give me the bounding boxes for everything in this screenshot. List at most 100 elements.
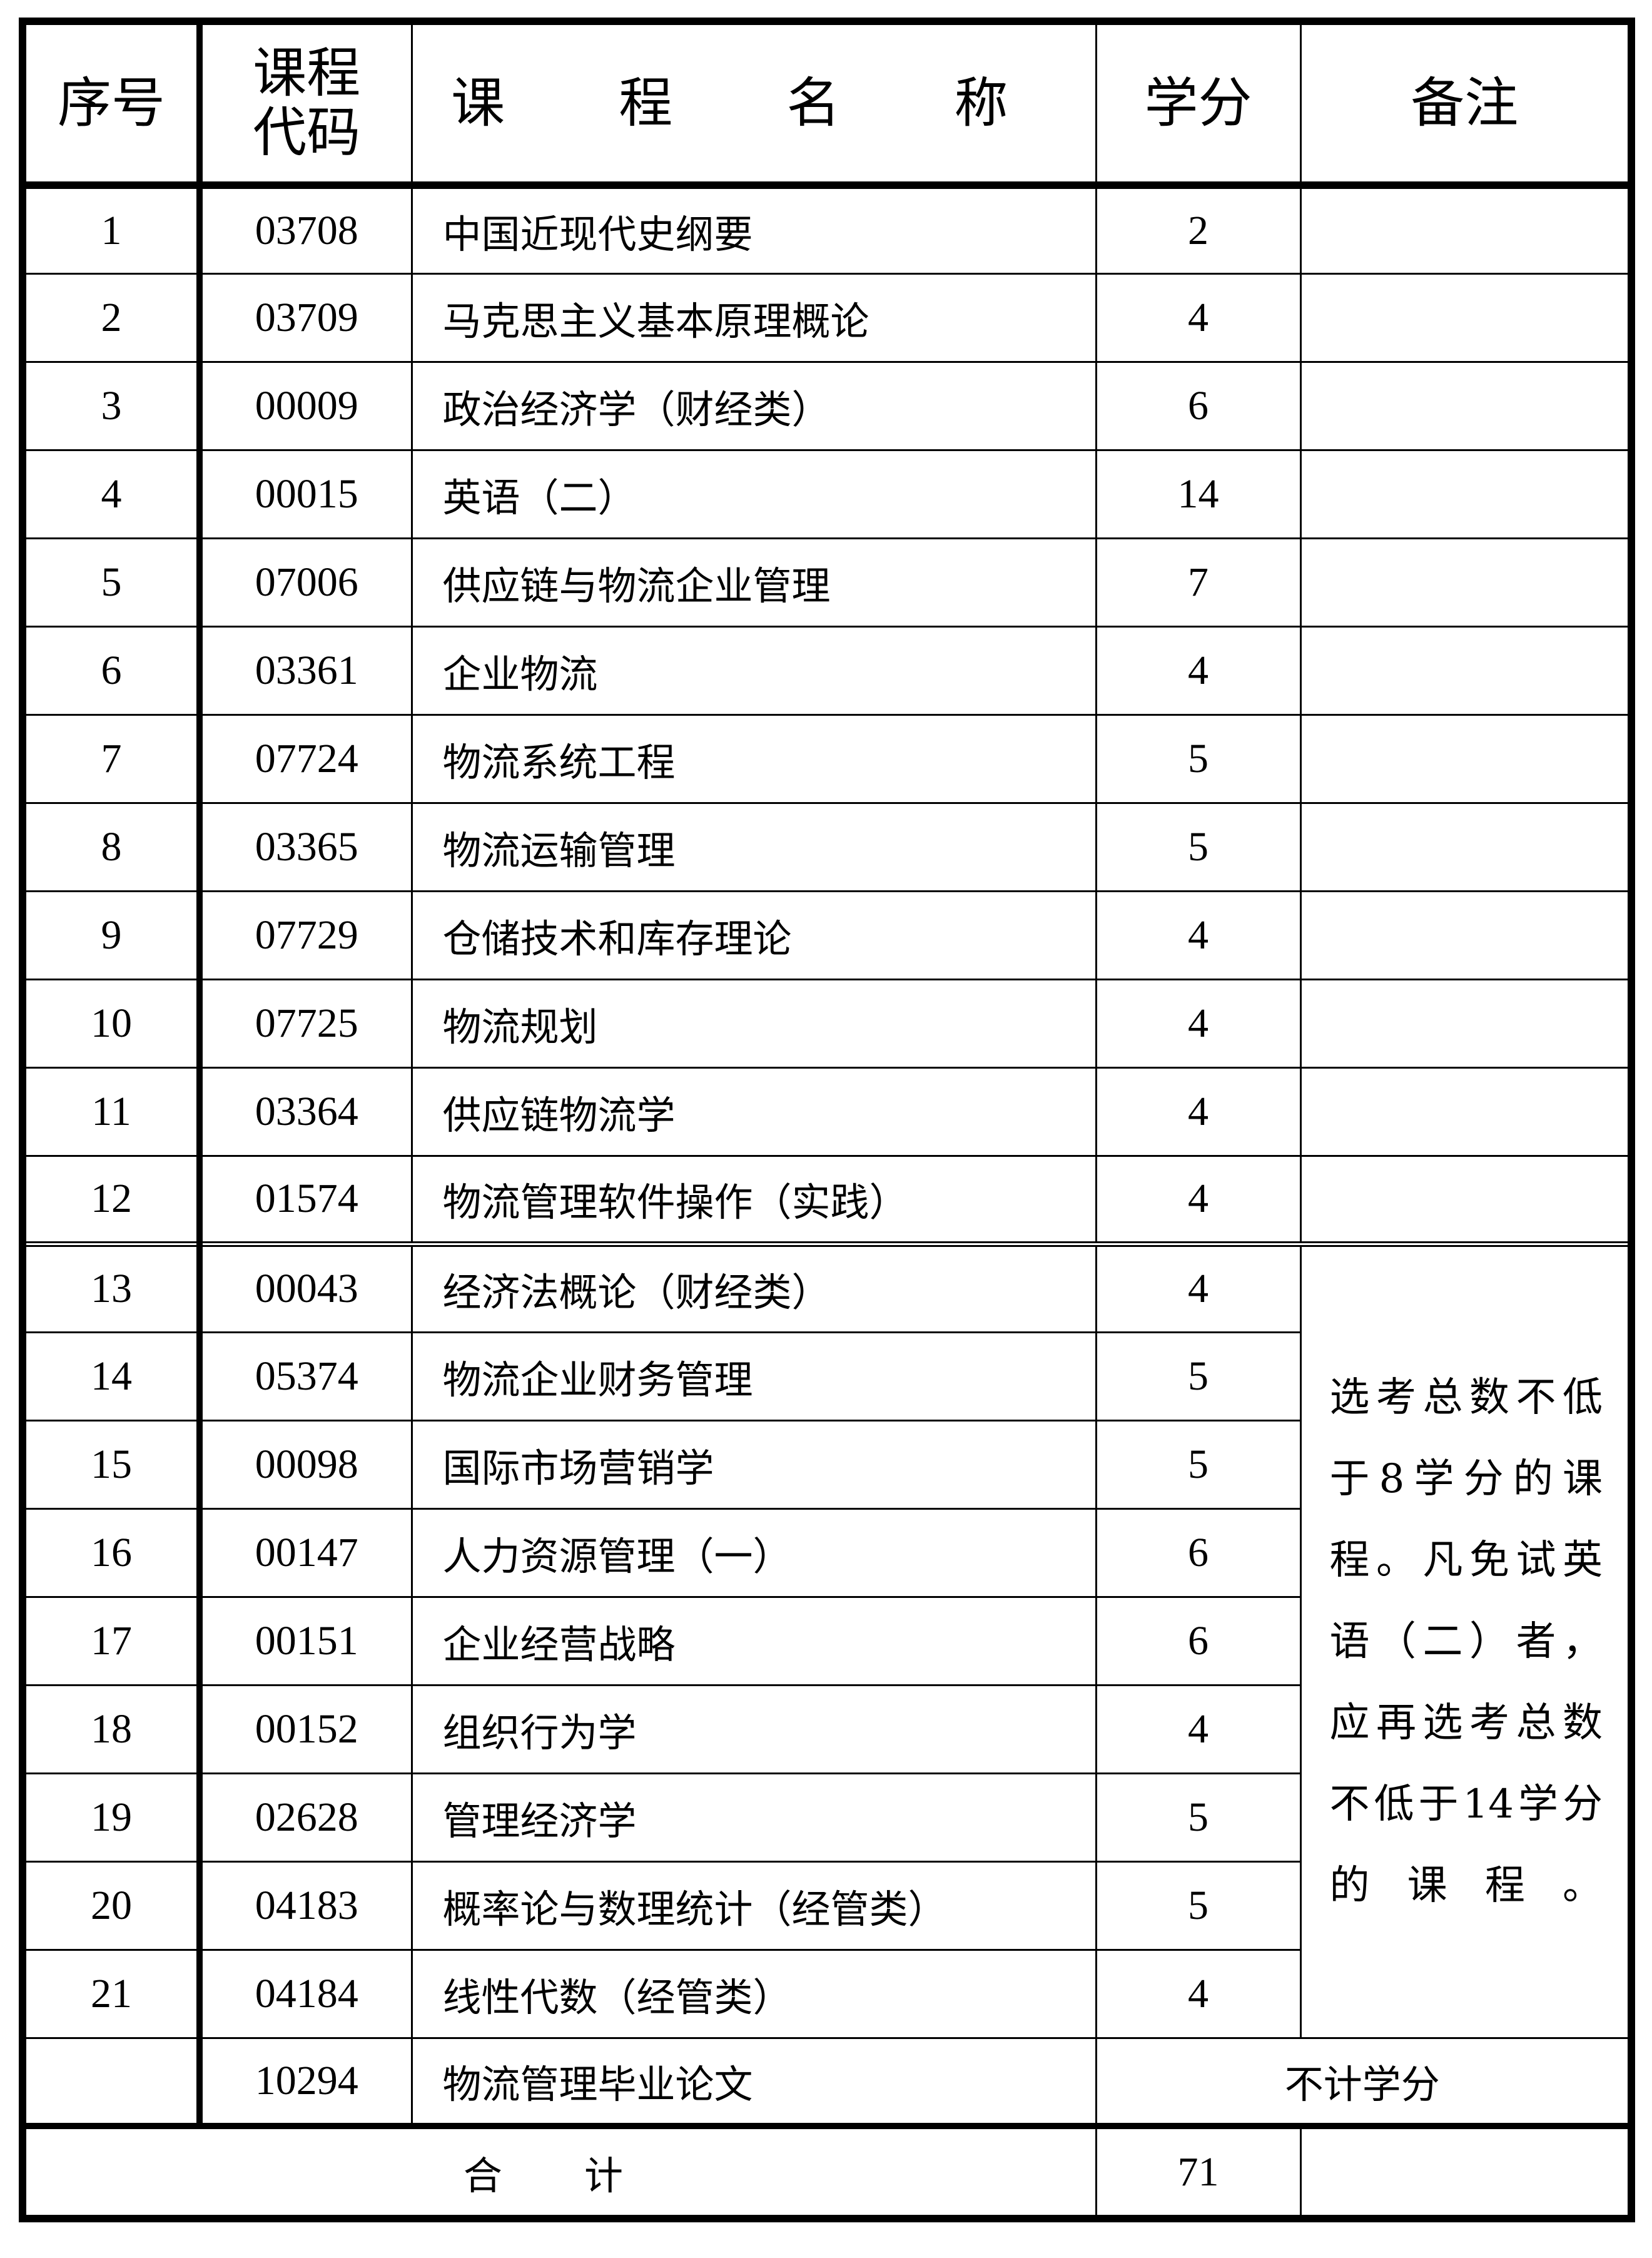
header-note: 备注 (1299, 20, 1633, 189)
name-cell: 供应链物流学 (410, 1066, 1097, 1157)
header-credit: 学分 (1095, 20, 1302, 189)
table-row: 13 00043 经济法概论（财经类） 4 选考总数不低于8学分的课程。凡免试英语… (21, 1243, 1633, 2039)
code-cell: 00043 (198, 1243, 413, 1333)
table-row: 2 03709 马克思主义基本原理概论 4 (21, 272, 1633, 363)
name-cell: 仓储技术和库存理论 (410, 890, 1097, 980)
credit-cell: 7 (1095, 537, 1302, 628)
table-row: 15 00098 国际市场营销学 5 (21, 1419, 1631, 1510)
seq-cell: 1 (21, 184, 203, 275)
code-cell: 10294 (198, 2037, 413, 2127)
credit-note-cell: 不计学分 (1095, 2037, 1633, 2127)
total-label: 合 计 (21, 2123, 1097, 2220)
name-cell: 物流管理软件操作（实践） (410, 1154, 1097, 1247)
code-cell: 07724 (198, 713, 413, 804)
seq-cell: 9 (21, 890, 203, 980)
table-row: 7 07724 物流系统工程 5 (21, 713, 1633, 804)
code-cell: 03364 (198, 1066, 413, 1157)
table-row: 10 07725 物流规划 4 (21, 978, 1633, 1069)
total-credit: 71 (1095, 2123, 1302, 2220)
name-cell: 物流系统工程 (410, 713, 1097, 804)
note-cell (1299, 890, 1633, 980)
code-cell: 03708 (198, 184, 413, 275)
credit-cell: 2 (1095, 184, 1302, 275)
code-cell: 07006 (198, 537, 413, 628)
credit-cell: 4 (1095, 890, 1302, 980)
name-cell: 物流规划 (410, 978, 1097, 1069)
name-cell: 马克思主义基本原理概论 (410, 272, 1097, 363)
table-row: 16 00147 人力资源管理（一） 6 (21, 1507, 1631, 1598)
credit-cell: 5 (1095, 801, 1302, 892)
seq-cell: 3 (21, 360, 203, 451)
table-row: 20 04183 概率论与数理统计（经管类） 5 (21, 1860, 1631, 1951)
note-cell (1299, 184, 1633, 275)
code-cell: 00009 (198, 360, 413, 451)
table-row: 21 04184 线性代数（经管类） 4 (21, 1948, 1631, 2039)
seq-cell: 21 (21, 1948, 203, 2039)
code-cell: 04184 (198, 1948, 413, 2039)
name-cell: 线性代数（经管类） (410, 1948, 1097, 2039)
credit-cell: 6 (1095, 360, 1302, 451)
seq-cell: 4 (21, 449, 203, 539)
seq-cell: 18 (21, 1684, 203, 1774)
code-cell: 01574 (198, 1154, 413, 1247)
table-row: 14 05374 物流企业财务管理 5 (21, 1331, 1631, 1421)
name-cell: 中国近现代史纲要 (410, 184, 1097, 275)
seq-cell: 5 (21, 537, 203, 628)
credit-cell: 5 (1095, 1331, 1302, 1421)
code-cell: 00147 (198, 1507, 413, 1598)
seq-cell: 7 (21, 713, 203, 804)
note-cell (1299, 625, 1633, 716)
code-cell: 03709 (198, 272, 413, 363)
code-cell: 07729 (198, 890, 413, 980)
table-row: 11 03364 供应链物流学 4 (21, 1066, 1633, 1157)
note-cell (1299, 360, 1633, 451)
name-cell: 国际市场营销学 (410, 1419, 1097, 1510)
credit-cell: 4 (1095, 625, 1302, 716)
name-cell: 物流管理毕业论文 (410, 2037, 1097, 2127)
name-cell: 企业经营战略 (410, 1595, 1097, 1686)
name-cell: 物流企业财务管理 (410, 1331, 1097, 1421)
name-cell: 管理经济学 (410, 1772, 1097, 1863)
header-code-text: 课程代码 (253, 42, 361, 164)
code-cell: 05374 (198, 1331, 413, 1421)
code-cell: 03365 (198, 801, 413, 892)
credit-cell: 6 (1095, 1595, 1302, 1686)
note-cell (1299, 1066, 1633, 1157)
code-cell: 07725 (198, 978, 413, 1069)
seq-cell: 12 (21, 1154, 203, 1247)
credit-cell: 5 (1095, 1419, 1302, 1510)
credit-cell: 5 (1095, 1772, 1302, 1863)
seq-cell: 2 (21, 272, 203, 363)
note-cell (1299, 537, 1633, 628)
elective-note: 选考总数不低于8学分的课程。凡免试英语（二）者，应再选考总数不低于14学分的课程… (1299, 1243, 1633, 2039)
seq-cell: 11 (21, 1066, 203, 1157)
code-cell: 02628 (198, 1772, 413, 1863)
name-cell: 经济法概论（财经类） (410, 1243, 1097, 1333)
credit-cell: 5 (1095, 713, 1302, 804)
code-cell: 04183 (198, 1860, 413, 1951)
table-row: 19 02628 管理经济学 5 (21, 1772, 1631, 1863)
note-cell (1299, 713, 1633, 804)
code-cell: 00098 (198, 1419, 413, 1510)
name-cell: 物流运输管理 (410, 801, 1097, 892)
table-row: 6 03361 企业物流 4 (21, 625, 1633, 716)
seq-cell: 14 (21, 1331, 203, 1421)
table-row: 5 07006 供应链与物流企业管理 7 (21, 537, 1633, 628)
seq-cell: 19 (21, 1772, 203, 1863)
course-table: 序号 课程代码 课 程 名 称 学分 备注 1 03708 中国近现代史纲要 2… (19, 18, 1635, 2222)
note-cell (1299, 449, 1633, 539)
header-seq: 序号 (21, 20, 203, 189)
table-row: 9 07729 仓储技术和库存理论 4 (21, 890, 1633, 980)
credit-cell: 6 (1095, 1507, 1302, 1598)
name-cell: 企业物流 (410, 625, 1097, 716)
note-cell (1299, 978, 1633, 1069)
credit-cell: 5 (1095, 1860, 1302, 1951)
seq-cell: 16 (21, 1507, 203, 1598)
table-row: 18 00152 组织行为学 4 (21, 1684, 1631, 1774)
credit-cell: 4 (1095, 978, 1302, 1069)
seq-cell: 8 (21, 801, 203, 892)
table-row: 17 00151 企业经营战略 6 (21, 1595, 1631, 1686)
seq-cell: 20 (21, 1860, 203, 1951)
name-cell: 人力资源管理（一） (410, 1507, 1097, 1598)
header-name: 课 程 名 称 (410, 20, 1097, 189)
